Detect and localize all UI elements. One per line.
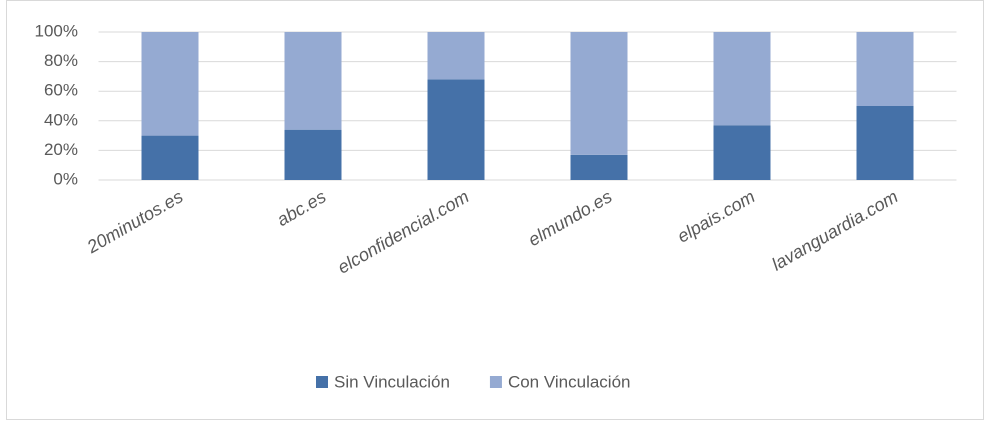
bar	[427, 79, 485, 180]
bar	[713, 125, 771, 180]
bar	[856, 106, 914, 180]
y-tick-label: 20%	[44, 140, 78, 159]
y-tick-label: 80%	[44, 51, 78, 70]
bar	[570, 32, 628, 155]
bar	[713, 32, 771, 126]
y-tick-label: 0%	[53, 169, 78, 188]
legend-swatch	[489, 376, 502, 388]
bar	[284, 129, 342, 180]
bar	[856, 32, 914, 106]
y-tick-label: 40%	[44, 110, 78, 129]
y-tick-label: 60%	[44, 81, 78, 100]
legend-swatch	[316, 376, 328, 388]
y-tick-label: 100%	[35, 21, 78, 40]
bar	[284, 32, 342, 130]
bar	[570, 154, 628, 180]
bar	[141, 32, 199, 136]
bar	[141, 135, 199, 180]
legend-label: Sin Vinculación	[334, 372, 450, 391]
legend-label: Con Vinculación	[508, 372, 631, 391]
bar	[427, 32, 485, 80]
